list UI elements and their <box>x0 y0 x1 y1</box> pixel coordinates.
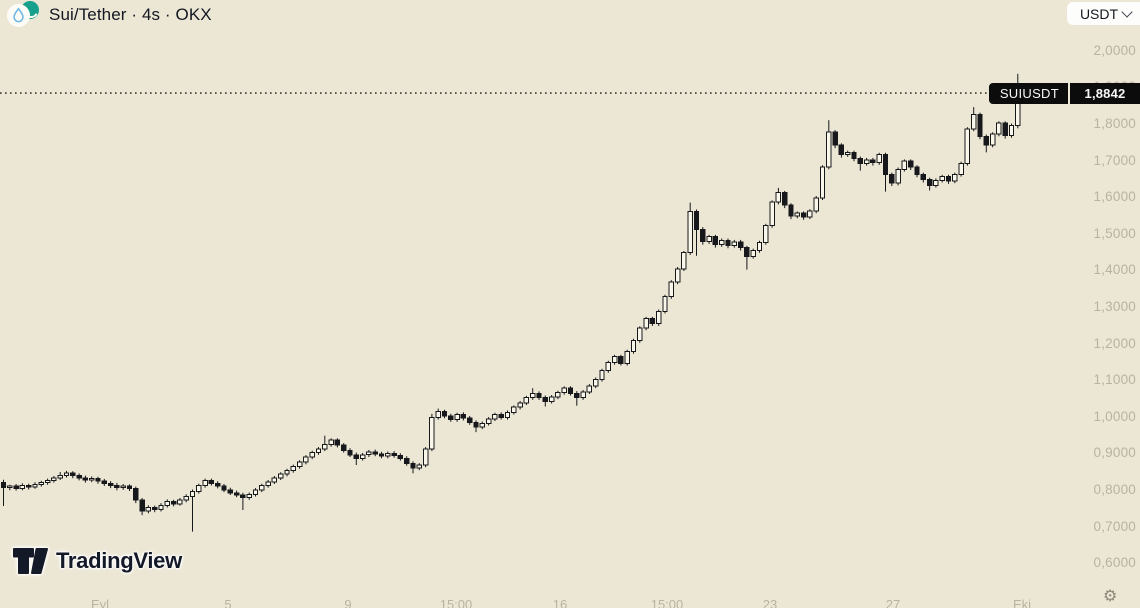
chart-header: Sui/Tether · 4s · OKX USDT <box>0 0 1140 30</box>
chevron-down-icon <box>1121 5 1133 18</box>
price-axis-label: 1,0000 <box>1093 408 1136 424</box>
tradingview-watermark-link[interactable]: TradingView <box>13 548 182 574</box>
symbol-block[interactable]: Sui/Tether · 4s · OKX <box>7 1 212 28</box>
price-axis-label: 1,4000 <box>1093 262 1136 278</box>
currency-selector-label: USDT <box>1079 5 1119 22</box>
time-axis-label: 15:00 <box>650 597 684 608</box>
price-axis-label: 0,7000 <box>1093 518 1136 534</box>
price-tag-divider <box>1068 82 1070 104</box>
price-axis-label: 1,7000 <box>1093 152 1136 168</box>
price-axis-label: 1,8000 <box>1093 115 1136 131</box>
price-axis-label: 1,3000 <box>1093 298 1136 314</box>
time-axis-label: 16 <box>552 597 568 608</box>
time-axis-label: 27 <box>885 597 901 608</box>
price-axis-label: 0,9000 <box>1093 445 1136 461</box>
tradingview-watermark-text: TradingView <box>56 548 182 573</box>
price-axis-label: 0,6000 <box>1093 555 1136 571</box>
current-price-tag[interactable]: SUIUSDT 1,8842 <box>988 82 1140 104</box>
price-tag-symbol: SUIUSDT <box>988 82 1068 104</box>
time-axis-label: 9 <box>344 597 352 608</box>
currency-selector-button[interactable]: USDT <box>1067 2 1140 25</box>
price-axis-label: 0,8000 <box>1093 481 1136 497</box>
symbol-logo <box>7 1 41 28</box>
time-axis-label: 5 <box>224 597 232 608</box>
time-axis-label: 23 <box>762 597 778 608</box>
time-axis-label: 15:00 <box>439 597 473 608</box>
gear-icon[interactable]: ⚙ <box>1103 586 1118 605</box>
sui-drop-icon <box>7 4 30 27</box>
time-axis-label: Eki <box>1012 597 1032 608</box>
price-axis-label: 1,2000 <box>1093 335 1136 351</box>
price-axis-label: 1,6000 <box>1093 189 1136 205</box>
price-tag-value: 1,8842 <box>1070 82 1140 104</box>
price-axis-label: 1,5000 <box>1093 225 1136 241</box>
time-axis-label: Eyl <box>90 597 110 608</box>
price-axis-label: 2,0000 <box>1093 42 1136 58</box>
price-axis[interactable]: 2,00001,90001,80001,70001,60001,50001,40… <box>1084 0 1140 608</box>
time-axis[interactable]: Eyl 5 9 15:00 16 15:00 23 27 Eki <box>0 594 1140 608</box>
tradingview-logo-icon <box>13 548 48 574</box>
symbol-title[interactable]: Sui/Tether · 4s · OKX <box>49 4 212 24</box>
candles-group <box>0 73 1021 532</box>
price-axis-label: 1,1000 <box>1093 372 1136 388</box>
